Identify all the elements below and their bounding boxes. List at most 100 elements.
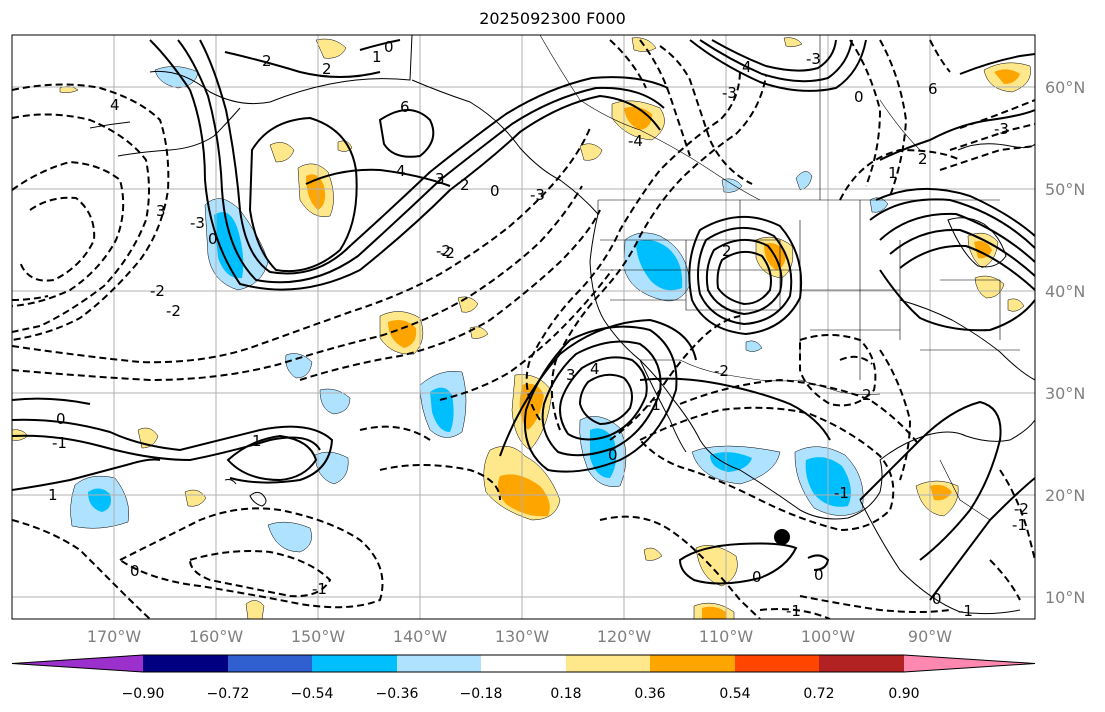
contour-label: -1	[834, 484, 849, 502]
contour-label: 6	[400, 98, 410, 116]
contour-label: -1	[646, 396, 661, 414]
negative-field-area	[869, 197, 889, 213]
contour-label: 4	[110, 96, 120, 114]
colorbar-bin	[650, 655, 735, 672]
contour-label: -2	[1014, 500, 1029, 518]
contour-label: 2	[722, 242, 732, 260]
lat-label: 20°N	[1045, 486, 1085, 505]
contour-label: -3	[806, 50, 821, 68]
colorbar-tick: 0.54	[719, 686, 750, 702]
colorbar-tick: −0.18	[460, 686, 503, 702]
contour-label: 3	[566, 366, 576, 384]
map-frame	[11, 34, 1036, 620]
colorbar-extend-low	[12, 655, 143, 672]
contour-label: 1	[48, 486, 58, 504]
contour-label: 4	[590, 360, 600, 378]
contour-label: 2	[862, 386, 872, 404]
contour-label: -2	[436, 242, 451, 260]
lat-label: 60°N	[1045, 78, 1085, 97]
positive-field-area	[643, 547, 663, 561]
lat-label: 30°N	[1045, 384, 1085, 403]
negative-field-area	[590, 428, 617, 478]
colorbar-tick: −0.36	[376, 686, 419, 702]
colorbar-bin	[397, 655, 481, 672]
colorbar-outline	[11, 654, 1036, 673]
contour-label: 1	[252, 432, 262, 450]
contour-label: 0	[752, 568, 762, 586]
contour-label: -1	[786, 602, 801, 620]
positive-field-area	[245, 600, 265, 619]
positive-field-area	[269, 142, 295, 163]
contour-label: 3	[435, 170, 445, 188]
contour-label: -3	[190, 214, 205, 232]
positive-field-area	[184, 489, 207, 507]
contour-label: 0	[208, 230, 218, 248]
positive-contours	[12, 39, 1035, 601]
negative-field-area	[430, 387, 454, 432]
contour-label: 2	[262, 52, 272, 70]
contour-label: 0	[932, 590, 942, 608]
lon-label: 150°W	[291, 627, 346, 646]
colorbar-tick: −0.72	[207, 686, 250, 702]
positive-field-area	[930, 484, 952, 501]
contour-label: -2	[440, 244, 455, 262]
positive-field-area	[974, 241, 992, 259]
negative-field-area	[285, 353, 313, 379]
lon-label: 170°W	[87, 627, 142, 646]
colorbar-bin	[735, 655, 819, 672]
colorbar-extend-high	[904, 655, 1035, 672]
contour-label: -1	[958, 602, 973, 620]
colorbar-segments	[11, 654, 1036, 673]
contour-label: 0	[814, 566, 824, 584]
contour-label: 0	[130, 562, 140, 580]
colorbar-tick: −0.90	[122, 686, 165, 702]
negative-field-area	[319, 388, 351, 415]
lon-label: 100°W	[801, 627, 856, 646]
colorbar-bin	[228, 655, 312, 672]
negative-field-area	[214, 212, 244, 279]
lon-label: 110°W	[699, 627, 754, 646]
lon-label: 130°W	[495, 627, 550, 646]
lat-label: 50°N	[1045, 180, 1085, 199]
lat-label: 10°N	[1045, 588, 1085, 607]
contour-label: 2	[322, 60, 332, 78]
contour-label: -1	[1012, 516, 1027, 534]
contour-label: -3	[994, 120, 1009, 138]
point-marker-icon	[774, 529, 790, 545]
contour-label: 2	[460, 176, 470, 194]
political-borders	[539, 35, 1020, 521]
colorbar-bin	[312, 655, 397, 672]
contour-label: -2	[714, 362, 729, 380]
negative-field-area	[710, 452, 752, 472]
contour-label: -3	[722, 84, 737, 102]
contour-label: -2	[150, 282, 165, 300]
map-panel: 2 2 1 0 6 4 3 2 0 4 3 -2 -4 -3 -2 -2 -3 …	[12, 35, 1035, 620]
colorbar-tick: 0.36	[634, 686, 665, 702]
positive-field-area	[315, 38, 347, 59]
lon-label: 160°W	[189, 627, 244, 646]
contour-label: 6	[928, 80, 938, 98]
contour-label: 0	[384, 38, 394, 56]
colorbar-tick: −0.54	[291, 686, 334, 702]
contour-label: 1	[888, 164, 898, 182]
colorbar-tick: 0.18	[550, 686, 581, 702]
colorbar-bin	[819, 655, 904, 672]
longitude-labels: 170°W 160°W 150°W 140°W 130°W 120°W 110°…	[87, 627, 952, 646]
contour-label: -3	[530, 186, 545, 204]
negative-field-area	[745, 340, 763, 352]
contour-label: 0	[608, 446, 618, 464]
colorbar: −0.90 −0.72 −0.54 −0.36 −0.18 0.18 0.36 …	[11, 654, 1036, 702]
positive-field-area	[974, 275, 1005, 299]
negative-field-area	[636, 240, 683, 291]
lon-label: 120°W	[597, 627, 652, 646]
lon-label: 90°W	[908, 627, 952, 646]
lon-label: 140°W	[393, 627, 448, 646]
colorbar-ticks: −0.90 −0.72 −0.54 −0.36 −0.18 0.18 0.36 …	[122, 686, 920, 702]
contour-labels: 2 2 1 0 6 4 3 2 0 4 3 -2 -4 -3 -2 -2 -3 …	[48, 38, 1029, 620]
positive-field-area	[702, 606, 726, 619]
contour-label: 4	[742, 58, 752, 76]
contour-label: 2	[918, 150, 928, 168]
positive-field-area	[994, 69, 1020, 84]
contour-label: -1	[312, 580, 327, 598]
